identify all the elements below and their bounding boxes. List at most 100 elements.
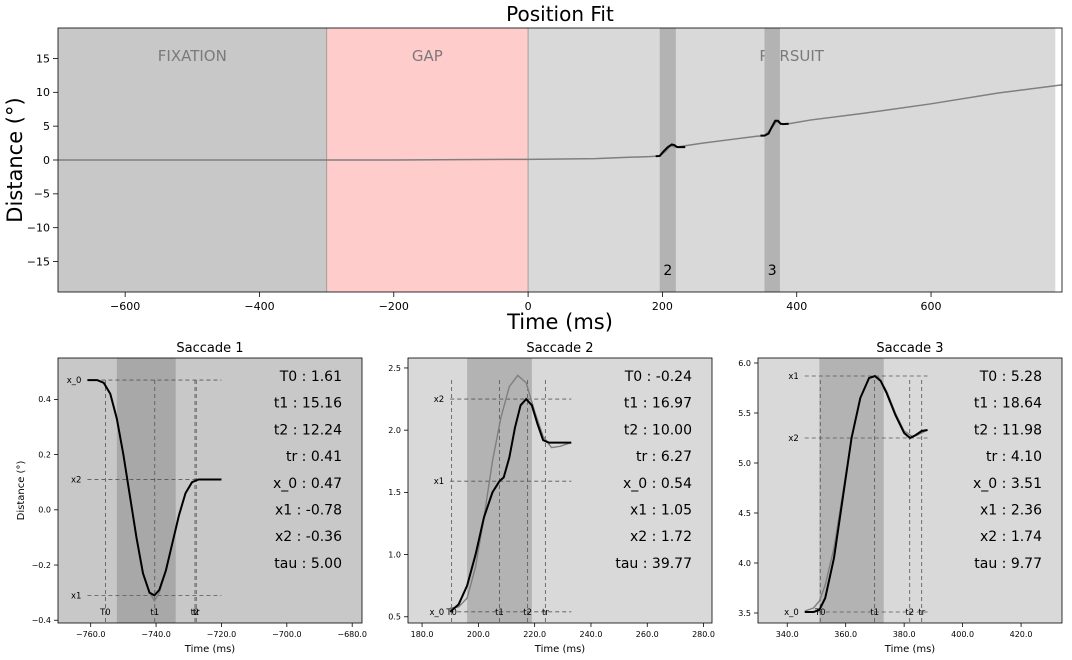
param-hline-label: x2 xyxy=(434,395,444,405)
y-tick-label: 5.5 xyxy=(738,409,751,418)
param-hline-label: x1 xyxy=(71,591,81,601)
chart-title: Saccade 1 xyxy=(176,341,243,356)
y-axis-label: Distance (°) xyxy=(16,461,27,521)
saccade-window-label: 2 xyxy=(663,263,672,279)
fit-line xyxy=(449,397,572,613)
x-axis-label: Time (ms) xyxy=(506,310,613,334)
x-tick-label: −740.0 xyxy=(141,630,171,639)
param-value: tr : 4.10 xyxy=(986,449,1042,465)
param-value: x2 : 1.72 xyxy=(630,529,692,545)
x-tick-label: 400.0 xyxy=(951,630,974,639)
x-tick-label: −720.0 xyxy=(207,630,237,639)
x-axis-label: Time (ms) xyxy=(534,644,586,655)
x-tick-label: 400 xyxy=(786,300,807,313)
y-tick-label: 0 xyxy=(43,154,50,167)
x-tick-label: −760.0 xyxy=(76,630,106,639)
plot-area: x1 x2 x_0 T0 t1 t2 tr T0 : 5.28 t1 : 18.64 t2 : 1… xyxy=(758,358,1062,623)
param-vline-label: t2 xyxy=(905,608,914,618)
param-value: t1 : 15.16 xyxy=(274,396,342,412)
x-tick-label: 180.0 xyxy=(411,630,434,639)
y-axis-label: Distance (°) xyxy=(3,97,27,222)
param-hline-label: x1 xyxy=(434,477,444,487)
y-tick-label: −10 xyxy=(27,222,50,235)
x-tick-label: 280.0 xyxy=(692,630,715,639)
param-value: t1 : 18.64 xyxy=(974,396,1042,412)
param-hline-label: x2 xyxy=(71,475,81,485)
fit-line xyxy=(804,374,928,613)
chart-title: Position Fit xyxy=(506,2,614,26)
param-vline-label: T0 xyxy=(99,608,111,618)
param-value: t2 : 12.24 xyxy=(274,422,342,438)
y-tick-label: 4.5 xyxy=(738,509,751,518)
y-tick-label: 2.5 xyxy=(388,364,401,373)
param-value: x2 : -0.36 xyxy=(275,529,342,545)
y-tick-label: −15 xyxy=(27,255,50,268)
saccade-window xyxy=(764,28,780,292)
y-tick-label: 15 xyxy=(36,52,50,65)
param-vline-label: tr xyxy=(542,608,549,618)
param-hline-label: x_0 xyxy=(430,608,445,618)
y-tick-label: 3.5 xyxy=(738,609,751,618)
y-tick-label: 1.0 xyxy=(388,550,401,559)
y-tick-label: 0.5 xyxy=(388,613,401,622)
phase-label: GAP xyxy=(412,47,443,65)
param-value: x1 : 2.36 xyxy=(980,503,1042,519)
x-tick-label: −700.0 xyxy=(272,630,302,639)
param-vline-label: t1 xyxy=(150,608,159,618)
param-hline-label: x1 xyxy=(788,372,798,382)
x-tick-label: −680.0 xyxy=(337,630,367,639)
phase-label: FIXATION xyxy=(158,47,227,65)
param-value: tr : 6.27 xyxy=(636,449,692,465)
y-tick-label: 0.0 xyxy=(38,506,51,515)
y-tick-label: 6.0 xyxy=(738,359,751,368)
param-value: x1 : 1.05 xyxy=(630,503,692,519)
plot-background xyxy=(58,358,362,623)
plot-area: x2 x1 x_0 T0 t1 t2 tr T0 : -0.24 t1 : 16.97 t2 : … xyxy=(408,358,712,623)
y-tick-label: 0.4 xyxy=(38,395,51,404)
x-tick-label: 220.0 xyxy=(523,630,546,639)
saccade-window xyxy=(659,28,676,292)
x-tick-label: −600 xyxy=(110,300,140,313)
fit-line xyxy=(87,379,222,597)
param-vline-label: t1 xyxy=(495,608,504,618)
x-tick-label: 360.0 xyxy=(834,630,857,639)
x-axis-label: Time (ms) xyxy=(884,644,936,655)
y-tick-label: −5 xyxy=(34,188,50,201)
param-value: tau : 9.77 xyxy=(974,556,1042,572)
param-value: t2 : 10.00 xyxy=(624,422,692,438)
chart-title: Saccade 3 xyxy=(876,341,943,356)
param-value: t2 : 11.98 xyxy=(974,422,1042,438)
param-vline-label: tr xyxy=(918,608,925,618)
axes-frame xyxy=(57,357,363,624)
param-vline-label: t2 xyxy=(191,608,200,618)
y-tick-label: 2.0 xyxy=(388,426,401,435)
param-vline-label: T0 xyxy=(814,608,826,618)
x-tick-label: 0 xyxy=(525,300,532,313)
param-value: x_0 : 0.54 xyxy=(623,476,692,492)
y-tick-label: −0.2 xyxy=(32,561,51,570)
fit-line xyxy=(760,119,789,137)
param-hline-label: x_0 xyxy=(784,608,799,618)
param-value: x1 : -0.78 xyxy=(275,503,342,519)
param-vline-label: t1 xyxy=(870,608,879,618)
y-tick-label: 10 xyxy=(36,86,50,99)
y-tick-label: 4.0 xyxy=(738,559,751,568)
y-tick-label: 0.2 xyxy=(38,450,51,459)
axes-frame xyxy=(407,357,713,624)
eye-position-line xyxy=(58,84,1062,161)
axes-frame xyxy=(757,357,1063,624)
saccade-window-label: 3 xyxy=(768,263,777,279)
param-value: x2 : 1.74 xyxy=(980,529,1042,545)
y-tick-label: 5.0 xyxy=(738,459,751,468)
x-tick-label: 420.0 xyxy=(1010,630,1033,639)
y-tick-label: 5 xyxy=(43,120,50,133)
param-vline-label: T0 xyxy=(445,608,457,618)
param-value: T0 : 5.28 xyxy=(979,369,1042,385)
param-value: T0 : 1.61 xyxy=(279,369,342,385)
y-tick-label: −0.4 xyxy=(32,616,51,625)
y-tick-label: 1.5 xyxy=(388,488,401,497)
